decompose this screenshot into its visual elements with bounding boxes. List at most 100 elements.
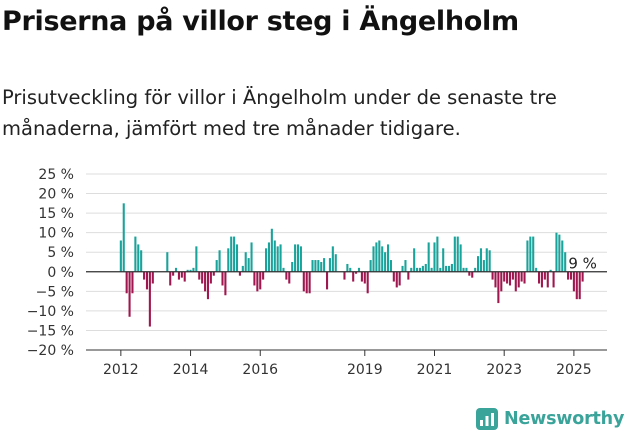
x-tick-label: 2012 [103, 362, 139, 378]
bar [241, 265, 244, 272]
bar [372, 246, 375, 272]
bar [439, 267, 442, 272]
bar [296, 244, 300, 272]
bar [259, 271, 262, 290]
bar [302, 271, 305, 292]
bar [398, 271, 401, 286]
y-tick-label: 25 % [38, 167, 74, 183]
bar [276, 246, 279, 272]
bar [552, 271, 555, 288]
bar [482, 260, 485, 272]
bar [328, 258, 331, 272]
bar [494, 271, 497, 288]
bar [311, 260, 314, 272]
bar [418, 267, 422, 272]
bar [256, 271, 259, 292]
bar [561, 240, 564, 272]
bar [381, 246, 384, 272]
bar [468, 271, 471, 276]
bar [235, 244, 239, 272]
bar [238, 271, 241, 276]
bar [166, 252, 169, 272]
bar [357, 267, 361, 272]
bar [549, 269, 552, 272]
bar [294, 244, 297, 272]
bar [198, 271, 201, 280]
bar [140, 250, 143, 272]
bar [540, 271, 543, 288]
bar [430, 267, 433, 272]
bar [224, 271, 227, 296]
bar [288, 271, 291, 284]
y-tick-label: 0 % [47, 265, 74, 281]
newsworthy-logo: Newsworthy [476, 408, 624, 430]
bar [244, 252, 247, 272]
bar [529, 236, 532, 272]
bar [195, 246, 198, 272]
bar [262, 271, 265, 280]
bar [221, 271, 224, 286]
bar [343, 271, 346, 280]
x-tick-label: 2021 [417, 362, 453, 378]
bar [387, 244, 390, 272]
bar [320, 262, 323, 272]
bar [143, 271, 146, 280]
bar [465, 267, 468, 272]
bar [317, 260, 320, 272]
bar [282, 267, 285, 272]
bar [578, 271, 581, 300]
bar [433, 242, 436, 272]
bar [526, 240, 529, 272]
bar [369, 260, 372, 272]
y-tick-label: −20 % [27, 343, 74, 359]
bar [514, 271, 517, 292]
bar [346, 263, 349, 272]
bar [273, 240, 276, 272]
y-tick-label: −15 % [27, 323, 74, 339]
bar [253, 271, 256, 286]
bar [308, 271, 311, 294]
bar [279, 244, 282, 272]
bar [479, 248, 482, 272]
bar [180, 271, 183, 278]
x-tick-label: 2023 [486, 362, 522, 378]
bar [119, 240, 122, 272]
bar [456, 236, 459, 272]
bar [233, 236, 236, 272]
bar [442, 248, 445, 272]
bar [546, 271, 549, 288]
bar [471, 271, 474, 278]
y-tick-label: 10 % [38, 226, 74, 242]
bar [204, 271, 207, 292]
bar [267, 242, 270, 272]
bar [201, 271, 204, 284]
bar [497, 271, 500, 304]
bar [360, 271, 363, 282]
bar [523, 271, 526, 284]
bar [270, 228, 273, 272]
bar [413, 248, 416, 272]
bar [137, 244, 140, 272]
bar [410, 267, 413, 272]
bar [177, 271, 180, 280]
bar [250, 242, 253, 272]
bar [488, 250, 491, 272]
bar [209, 271, 212, 284]
bar [581, 271, 584, 282]
bar [305, 271, 308, 294]
page-title: Priserna på villor steg i Ängelholm [2, 6, 519, 37]
bar [392, 271, 395, 282]
x-tick-label: 2019 [347, 362, 383, 378]
bar [352, 271, 355, 282]
bar [349, 267, 352, 272]
bar [363, 271, 366, 284]
bar [564, 252, 567, 272]
bar [404, 260, 407, 272]
bar [436, 236, 439, 272]
bar [355, 271, 358, 274]
bar [520, 271, 523, 282]
bar [128, 271, 131, 317]
y-axis-ticks: −20 % −15 % −10 % −5 % 0 % 5 % 10 % 15 % 20 % 25 … [27, 167, 74, 359]
bar [218, 250, 221, 272]
bar [189, 269, 192, 272]
